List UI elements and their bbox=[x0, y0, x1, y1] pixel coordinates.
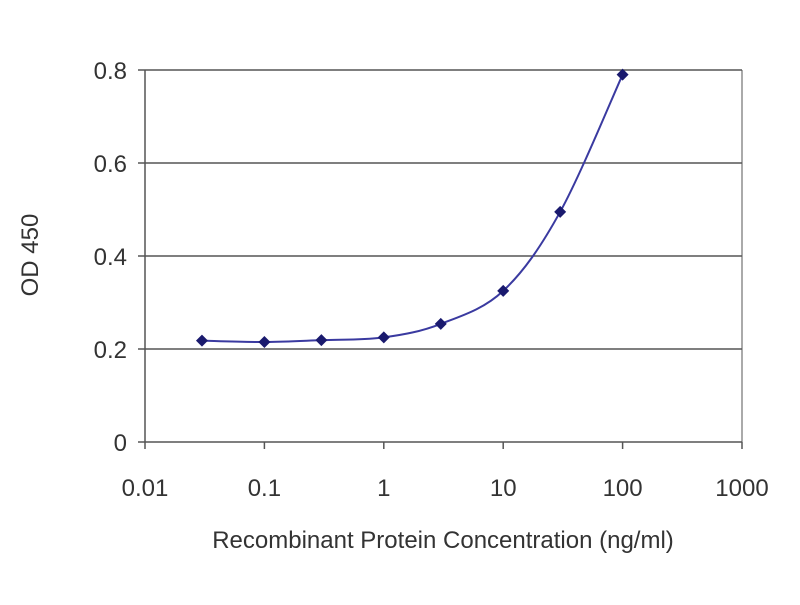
label-layer: Recombinant Protein Concentration (ng/ml… bbox=[17, 58, 769, 554]
data-point-7 bbox=[616, 68, 629, 81]
x-tick-label-3: 10 bbox=[490, 475, 517, 502]
grid-layer bbox=[145, 69, 742, 350]
data-point-4 bbox=[434, 317, 447, 330]
point-layer bbox=[195, 68, 629, 349]
x-tick-label-4: 100 bbox=[603, 475, 643, 502]
y-tick-label-1: 0.2 bbox=[94, 337, 127, 364]
data-point-2 bbox=[315, 334, 328, 347]
y-tick-label-2: 0.4 bbox=[94, 244, 127, 271]
x-tick-label-5: 1000 bbox=[715, 475, 768, 502]
data-point-5 bbox=[497, 284, 510, 297]
data-point-6 bbox=[554, 205, 567, 218]
y-tick-label-0: 0 bbox=[114, 430, 127, 457]
y-axis-title: OD 450 bbox=[17, 214, 44, 297]
x-tick-label-2: 1 bbox=[377, 475, 390, 502]
x-tick-label-0: 0.01 bbox=[122, 475, 169, 502]
x-axis-title: Recombinant Protein Concentration (ng/ml… bbox=[212, 527, 674, 554]
y-tick-label-4: 0.8 bbox=[94, 58, 127, 85]
data-point-3 bbox=[377, 331, 390, 344]
data-point-1 bbox=[258, 336, 271, 349]
y-tick-label-3: 0.6 bbox=[94, 151, 127, 178]
x-tick-label-1: 0.1 bbox=[248, 475, 281, 502]
data-point-0 bbox=[195, 334, 208, 347]
axis-layer bbox=[138, 69, 743, 449]
